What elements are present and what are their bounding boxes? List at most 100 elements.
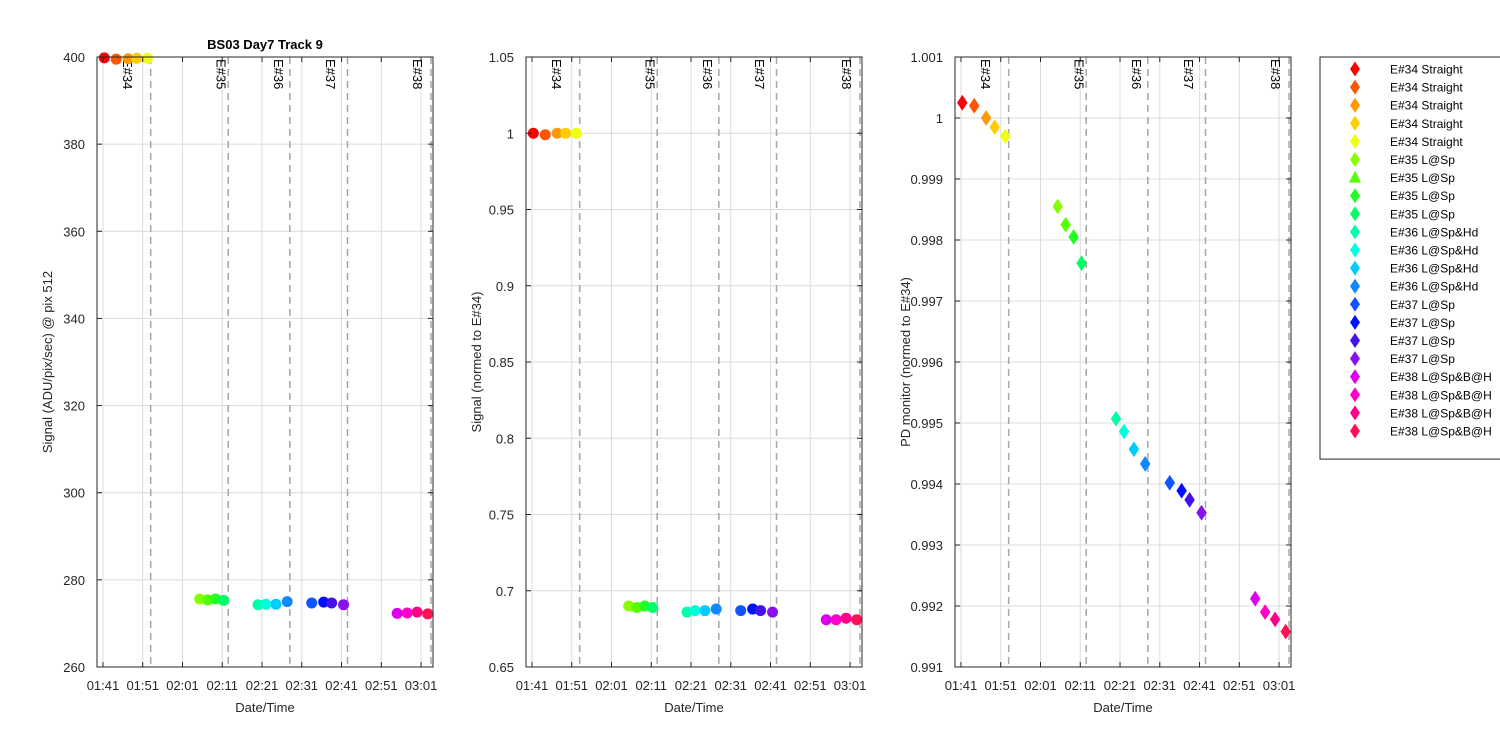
data-point [110, 53, 122, 65]
chart-panel-2: E#34 E#35 E#36 E#37 E#38 01:41 01:51 02:01 02:11… [469, 50, 866, 715]
data-point [699, 605, 711, 617]
y-tick-label: 0.991 [910, 660, 943, 675]
data-point [270, 598, 282, 610]
legend-entry-label: E#35 L@Sp [1390, 171, 1455, 185]
x-tick-label: 02:31 [1144, 678, 1177, 693]
x-tick-label: 02:51 [1223, 678, 1256, 693]
y-axis-label: Signal (ADU/pix/sec) @ pix 512 [40, 271, 55, 453]
event-label: E#38 [410, 59, 425, 89]
legend-diamond-icon [1350, 97, 1360, 113]
x-tick-label: 02:11 [206, 678, 238, 693]
y-tick-label: 340 [63, 311, 85, 326]
legend-entry-label: E#37 L@Sp [1390, 334, 1455, 348]
data-point [306, 597, 318, 609]
y-tick-label: 0.998 [910, 233, 943, 248]
data-point [252, 599, 264, 611]
data-point [551, 127, 563, 139]
data-point [318, 596, 330, 608]
y-tick-label: 300 [63, 486, 85, 501]
x-tick-label: 01:41 [87, 678, 120, 693]
x-tick-label: 01:51 [555, 678, 588, 693]
data-point [1269, 611, 1281, 628]
y-tick-label: 0.65 [489, 660, 514, 675]
legend-entry-label: E#36 L@Sp&Hd [1390, 244, 1478, 258]
legend-diamond-icon [1350, 133, 1360, 149]
legend-diamond-icon [1350, 152, 1360, 167]
y-tick-label: 1 [936, 111, 943, 126]
y-tick-label: 0.8 [496, 431, 514, 446]
legend-diamond-icon [1350, 242, 1360, 258]
data-point [1196, 504, 1207, 521]
x-tick-label: 02:41 [325, 678, 358, 693]
data-point [1060, 216, 1071, 233]
chart-panel-1: E#34 E#35 E#36 E#37 E#38 01:41 01:51 02:01 02:11… [40, 37, 437, 715]
y-tick-label: 0.75 [489, 508, 514, 523]
event-label: E#35 [1071, 59, 1086, 89]
data-point [851, 614, 863, 626]
data-point [122, 53, 134, 65]
data-point [260, 598, 272, 610]
legend-triangle-icon [1349, 170, 1361, 183]
legend-entry-label: E#36 L@Sp&Hd [1390, 225, 1478, 239]
data-point [1280, 623, 1291, 640]
legend-diamond-icon [1350, 387, 1360, 403]
chart-title: BS03 Day7 Track 9 [207, 37, 323, 52]
data-point [539, 129, 551, 141]
data-point [1176, 482, 1187, 499]
legend-entry-label: E#38 L@Sp&B@H [1390, 406, 1492, 420]
data-point [98, 52, 110, 64]
data-point [131, 52, 143, 64]
x-tick-label: 02:31 [715, 678, 748, 693]
x-axis-label: Date/Time [235, 700, 294, 715]
x-tick-label: 02:51 [365, 678, 398, 693]
legend-entry-label: E#36 L@Sp&Hd [1390, 280, 1478, 294]
data-point [830, 614, 842, 626]
legend-entry-label: E#34 Straight [1390, 135, 1463, 149]
data-point [326, 597, 338, 609]
y-tick-label: 1.05 [489, 50, 514, 65]
legend-entry-label: E#34 Straight [1390, 117, 1463, 131]
x-tick-label: 02:01 [1024, 678, 1057, 693]
legend-entry-label: E#34 Straight [1390, 63, 1463, 77]
legend-diamond-icon [1350, 423, 1360, 439]
y-tick-label: 0.993 [910, 538, 943, 553]
legend-diamond-icon [1350, 206, 1360, 222]
data-point [281, 596, 293, 608]
x-tick-label: 03:01 [1263, 678, 1296, 693]
x-tick-label: 02:01 [595, 678, 628, 693]
data-point [689, 605, 701, 617]
y-tick-label: 0.997 [910, 294, 943, 309]
data-point [401, 607, 413, 619]
y-tick-label: 0.992 [910, 599, 943, 614]
legend-entry-label: E#35 L@Sp [1390, 189, 1455, 203]
event-label: E#36 [1129, 59, 1144, 89]
y-tick-label: 380 [63, 137, 85, 152]
data-point [1259, 604, 1271, 621]
plot-area [97, 57, 433, 667]
event-label: E#36 [700, 59, 715, 89]
event-label: E#37 [1181, 59, 1196, 89]
legend-entry-label: E#38 L@Sp&B@H [1390, 388, 1492, 402]
event-label: E#35 [213, 59, 228, 89]
data-point [338, 599, 350, 611]
legend: E#34 Straight E#34 Straight E#34 Straight E… [1319, 56, 1500, 460]
x-tick-label: 03:01 [834, 678, 867, 693]
legend-diamond-icon [1350, 314, 1360, 330]
y-tick-label: 1.001 [910, 50, 943, 65]
data-point [1164, 474, 1176, 491]
data-point [1118, 423, 1130, 440]
event-label: E#37 [323, 59, 338, 89]
legend-entry-label: E#36 L@Sp&Hd [1390, 262, 1478, 276]
x-axis-label: Date/Time [1093, 700, 1152, 715]
legend-diamond-icon [1350, 369, 1360, 385]
legend-entry-label: E#37 L@Sp [1390, 316, 1455, 330]
y-tick-label: 400 [63, 50, 85, 65]
event-label: E#34 [549, 59, 564, 89]
x-tick-label: 01:41 [945, 678, 978, 693]
y-tick-label: 0.999 [910, 172, 943, 187]
legend-entry-label: E#38 L@Sp&B@H [1390, 370, 1492, 384]
data-point [1110, 410, 1122, 427]
x-tick-label: 02:21 [1104, 678, 1137, 693]
event-label: E#34 [978, 59, 993, 89]
